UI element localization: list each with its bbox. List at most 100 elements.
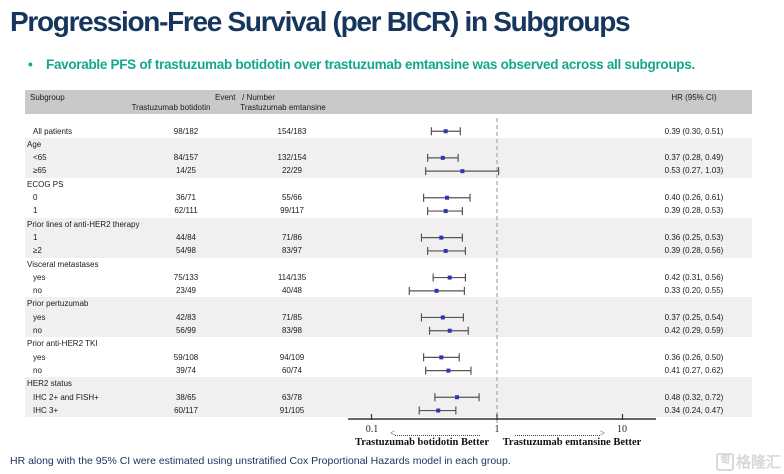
ci-whisker: [430, 127, 461, 136]
row-label: Prior anti-HER2 TKI: [27, 339, 98, 349]
row-botidotin-events: 56/99: [175, 326, 197, 336]
table-row: 0 36/71 55/66 0.40 (0.26, 0.61): [25, 191, 752, 204]
table-section-row: ECOG PS: [25, 178, 752, 191]
column-header-hr: HR (95% CI): [671, 93, 717, 102]
row-botidotin-events: 84/157: [173, 153, 199, 163]
ci-whisker: [420, 233, 463, 242]
hr-point-marker: [439, 235, 444, 240]
table-row: 1 44/84 71/86 0.36 (0.25, 0.53): [25, 230, 752, 245]
row-botidotin-events: 39/74: [175, 365, 197, 375]
forest-plot: [348, 118, 656, 423]
hr-point-marker: [434, 288, 439, 293]
table-row: IHC 3+ 60/117 91/105 0.34 (0.24, 0.47): [25, 403, 752, 418]
table-section-row: Prior pertuzumab: [25, 297, 752, 311]
row-label: ≥65: [33, 166, 47, 176]
row-label: <65: [33, 153, 47, 163]
row-label: Age: [27, 139, 42, 149]
row-hr-ci: 0.37 (0.28, 0.49): [664, 153, 724, 163]
row-hr-ci: 0.33 (0.20, 0.55): [664, 286, 724, 296]
footnote: HR along with the 95% CI were estimated …: [10, 455, 511, 467]
hr-point-marker: [443, 209, 448, 214]
row-botidotin-events: 42/83: [175, 312, 197, 322]
row-emtansine-events: 83/98: [281, 326, 303, 336]
row-hr-ci: 0.48 (0.32, 0.72): [664, 392, 724, 402]
hr-point-marker: [460, 169, 465, 174]
row-label: IHC 2+ and FISH+: [33, 392, 99, 402]
row-emtansine-events: 22/29: [281, 166, 303, 176]
row-emtansine-events: 114/135: [277, 272, 307, 282]
row-botidotin-events: 23/49: [175, 286, 197, 296]
ci-whisker: [425, 366, 472, 375]
row-botidotin-events: 75/133: [173, 272, 199, 282]
row-botidotin-events: 38/65: [175, 392, 197, 402]
table-row: no 39/74 60/74 0.41 (0.27, 0.62): [25, 364, 752, 377]
table-row: 1 62/111 99/117 0.39 (0.28, 0.53): [25, 204, 752, 217]
row-label: yes: [33, 312, 46, 322]
row-emtansine-events: 71/85: [281, 312, 303, 322]
hr-point-marker: [440, 155, 445, 160]
key-finding-bullet: • Favorable PFS of trastuzumab botidotin …: [28, 57, 773, 72]
row-label: no: [33, 365, 42, 375]
right-direction-arrow-icon: >: [515, 428, 605, 438]
row-emtansine-events: 60/74: [281, 365, 303, 375]
row-label: 1: [33, 206, 38, 216]
hr-point-marker: [447, 328, 452, 333]
column-header-event-number: Event / Number: [214, 93, 276, 102]
row-hr-ci: 0.39 (0.30, 0.51): [664, 126, 724, 136]
row-emtansine-events: 99/117: [280, 206, 304, 216]
table-section-row: Prior anti-HER2 TKI: [25, 337, 752, 350]
watermark-logo: 匒 格隆汇: [715, 451, 781, 472]
row-botidotin-events: 54/98: [175, 246, 197, 256]
left-direction-arrow-icon: <: [390, 428, 480, 438]
row-label: no: [33, 326, 42, 336]
row-emtansine-events: 91/105: [279, 405, 305, 415]
row-botidotin-events: 44/84: [175, 232, 197, 242]
row-hr-ci: 0.39 (0.28, 0.53): [664, 206, 724, 216]
column-header-arm-emtansine: Trastuzumab emtansine: [240, 103, 326, 112]
hr-point-marker: [436, 408, 441, 413]
row-emtansine-events: 55/66: [281, 193, 303, 203]
row-emtansine-events: 94/109: [279, 352, 305, 362]
row-label: Visceral metastases: [27, 259, 99, 269]
row-label: ≥2: [33, 246, 42, 256]
row-emtansine-events: 40/48: [281, 286, 303, 296]
hr-point-marker: [454, 395, 459, 400]
row-hr-ci: 0.42 (0.31, 0.56): [664, 272, 724, 282]
row-emtansine-events: 154/183: [277, 126, 307, 136]
row-label: IHC 3+: [33, 405, 59, 415]
row-label: Prior lines of anti-HER2 therapy: [27, 219, 140, 229]
table-row: no 56/99 83/98 0.42 (0.29, 0.59): [25, 324, 752, 338]
hr-point-marker: [445, 195, 450, 200]
table-row: <65 84/157 132/154 0.37 (0.28, 0.49): [25, 151, 752, 165]
table-section-row: HER2 status: [25, 377, 752, 391]
ci-whisker: [420, 313, 465, 322]
hr-point-marker: [447, 275, 452, 280]
row-label: 1: [33, 232, 38, 242]
table-row: All patients 98/182 154/183 0.39 (0.30, 0.5…: [25, 125, 752, 138]
ci-whisker: [422, 353, 460, 362]
row-hr-ci: 0.53 (0.27, 1.03): [664, 166, 724, 176]
ci-whisker: [432, 273, 466, 282]
ci-whisker: [427, 207, 463, 216]
row-hr-ci: 0.36 (0.26, 0.50): [664, 352, 724, 362]
row-label: no: [33, 286, 42, 296]
table-row: ≥65 14/25 22/29 0.53 (0.27, 1.03): [25, 164, 752, 178]
table-row: yes 75/133 114/135 0.42 (0.31, 0.56): [25, 271, 752, 284]
row-botidotin-events: 36/71: [175, 193, 197, 203]
table-row: yes 59/108 94/109 0.36 (0.26, 0.50): [25, 351, 752, 364]
row-hr-ci: 0.34 (0.24, 0.47): [664, 405, 724, 415]
left-direction-label: Trastuzumab botidotin Better: [355, 437, 489, 448]
watermark-text: 格隆汇: [735, 454, 781, 471]
row-botidotin-events: 98/182: [173, 126, 199, 136]
row-label: 0: [33, 193, 38, 203]
right-direction-label: Trastuzumab emtansine Better: [502, 437, 642, 448]
table-section-row: Age: [25, 137, 752, 152]
x-axis-tick-0.1: 0.1: [365, 424, 379, 435]
row-emtansine-events: 63/78: [281, 392, 303, 402]
ci-whisker: [434, 393, 480, 402]
table-rows: All patients 98/182 154/183 0.39 (0.30, 0.5…: [25, 125, 752, 418]
row-label: yes: [33, 352, 46, 362]
table-row: ≥2 54/98 83/97 0.39 (0.28, 0.56): [25, 244, 752, 258]
table-section-row: Visceral metastases: [25, 258, 752, 271]
